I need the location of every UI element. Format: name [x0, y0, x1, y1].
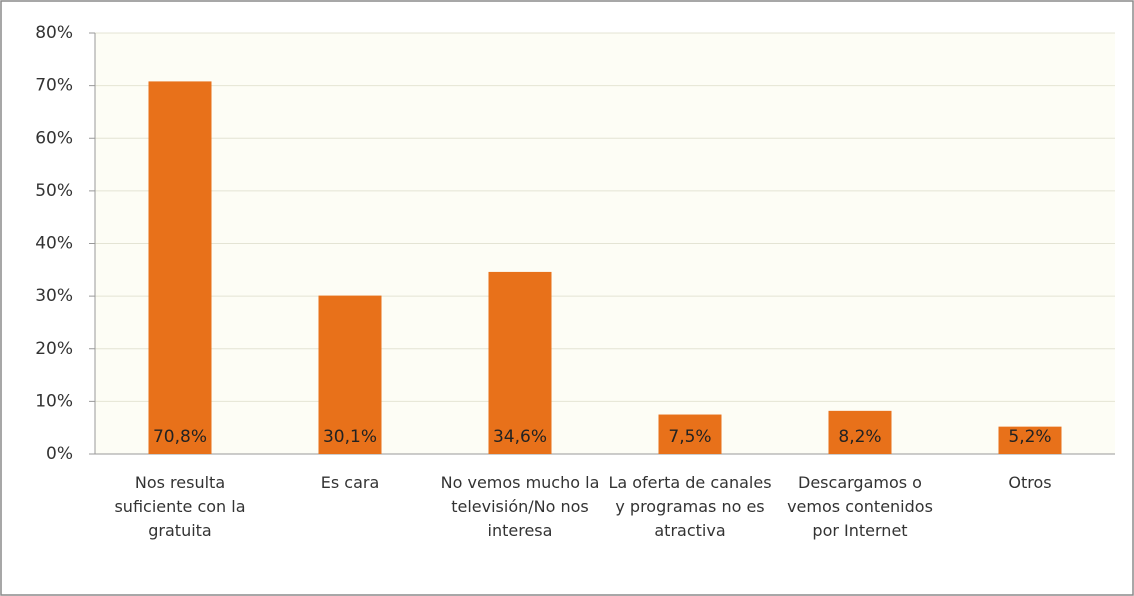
- x-tick-label: Otros: [1008, 473, 1052, 492]
- bar: [998, 426, 1062, 454]
- y-tick-label: 10%: [35, 391, 73, 411]
- x-tick-label: Descargamos o vemos contenidos por Inter…: [787, 473, 933, 540]
- y-tick-label: 50%: [35, 181, 73, 201]
- y-tick-label: 30%: [35, 286, 73, 306]
- data-label: 7,5%: [668, 427, 711, 447]
- x-tick-label: Es cara: [320, 473, 380, 492]
- bar: [488, 271, 552, 454]
- x-tick-label: No vemos mucho la televisión/No nos inte…: [440, 473, 600, 540]
- data-label: 70,8%: [153, 427, 207, 447]
- x-tick-label: La oferta de canales y programas no es a…: [608, 473, 772, 540]
- bar: [148, 81, 212, 454]
- bar: [318, 295, 382, 454]
- data-label: 8,2%: [838, 427, 881, 447]
- bar: [658, 414, 722, 454]
- y-tick-label: 60%: [35, 128, 73, 148]
- bar: [828, 410, 892, 454]
- data-label: 30,1%: [323, 427, 377, 447]
- y-tick-label: 80%: [35, 23, 73, 43]
- y-tick-label: 0%: [46, 444, 73, 464]
- y-tick-label: 40%: [35, 234, 73, 254]
- y-tick-label: 20%: [35, 339, 73, 359]
- data-label: 5,2%: [1008, 427, 1051, 447]
- data-label: 34,6%: [493, 427, 547, 447]
- y-tick-label: 70%: [35, 76, 73, 96]
- x-tick-label: Nos resulta suficiente con la gratuita: [114, 473, 246, 540]
